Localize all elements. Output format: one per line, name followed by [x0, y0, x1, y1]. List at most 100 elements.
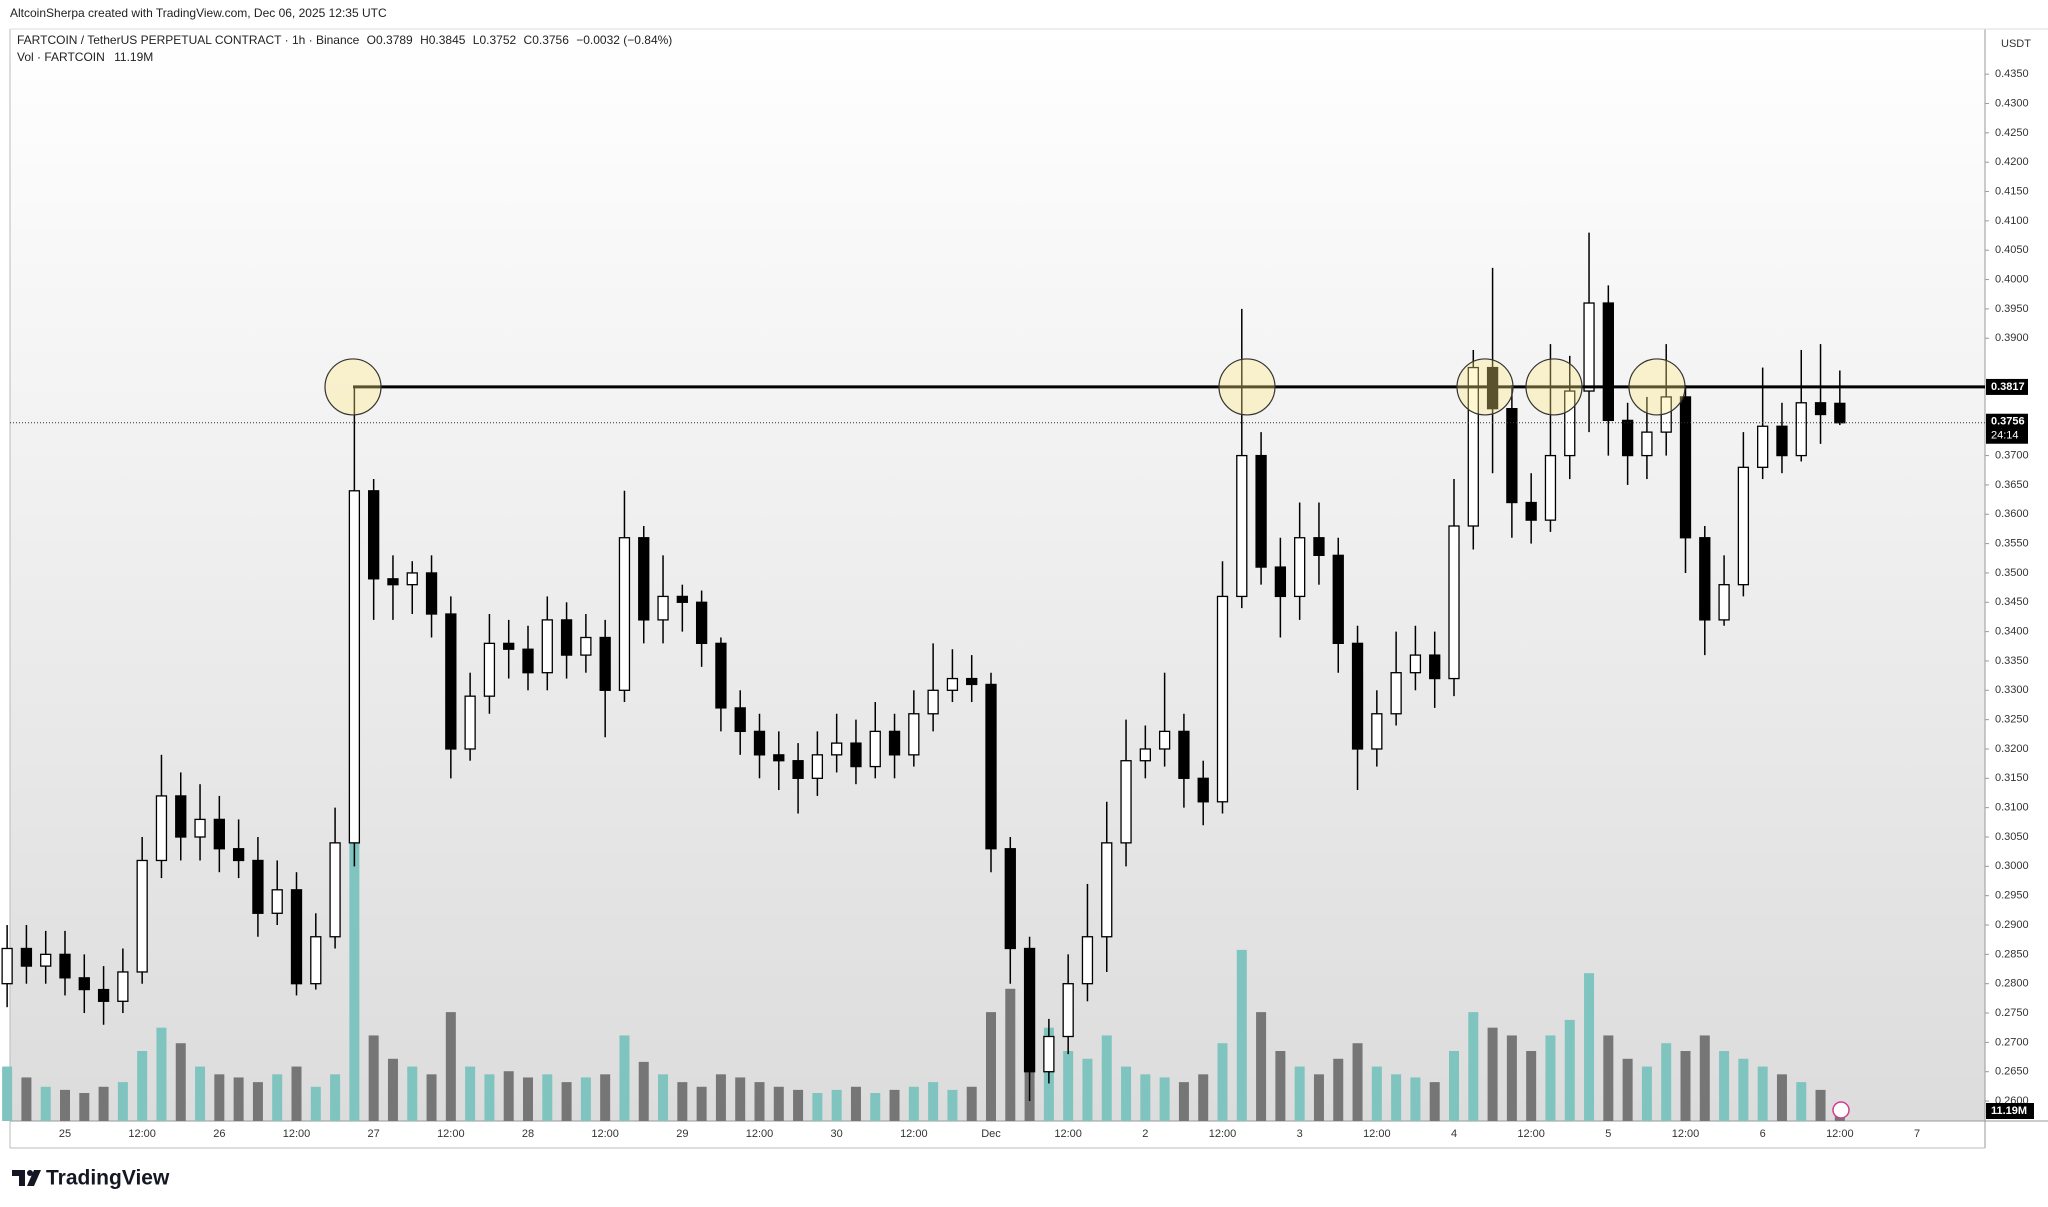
candle-body — [40, 953, 52, 967]
candle-body — [1564, 390, 1576, 457]
x-tick-label: 12:00 — [591, 1128, 619, 1140]
volume-bar — [1487, 1027, 1498, 1121]
x-tick-label: 4 — [1451, 1128, 1457, 1140]
candle-body — [522, 648, 534, 674]
volume-bar — [137, 1051, 148, 1121]
close-value: 0.3756 — [532, 33, 569, 47]
volume-bar — [1217, 1043, 1228, 1121]
y-tick-label: 0.3400 — [1995, 626, 2029, 638]
watermark: AltcoinSherpa created with TradingView.c… — [10, 6, 387, 20]
volume-bar — [523, 1077, 533, 1121]
volume-bar — [715, 1074, 726, 1121]
candle-body — [1294, 537, 1306, 598]
volume-bar — [1140, 1074, 1151, 1121]
candle-body — [1158, 730, 1171, 750]
volume-bar — [735, 1077, 746, 1121]
y-tick-label: 0.3100 — [1995, 802, 2029, 814]
y-tick-label: 0.2650 — [1995, 1066, 2029, 1078]
x-tick-label: Dec — [981, 1128, 1001, 1140]
volume-bar — [966, 1086, 977, 1121]
candle-body — [850, 742, 862, 768]
candle-body — [387, 578, 399, 586]
x-tick-label: 28 — [522, 1128, 534, 1140]
open-label: O — [367, 33, 376, 47]
volume-bar — [1236, 949, 1247, 1121]
candle-body — [927, 689, 939, 715]
candles — [1, 232, 1846, 1102]
candle-body — [1409, 654, 1422, 674]
candle-body — [1120, 760, 1132, 844]
volume-bar — [2, 1066, 13, 1121]
volume-label: 11.19M — [1991, 1105, 2027, 1117]
candle-body — [1, 947, 13, 985]
candle-body — [1216, 595, 1229, 803]
volume-bar — [928, 1082, 939, 1121]
volume-bar — [272, 1074, 283, 1121]
volume-legend: Vol · FARTCOIN 11.19M — [17, 50, 153, 64]
volume-bar — [426, 1074, 437, 1121]
volume-bar — [600, 1074, 611, 1121]
volume-bar — [21, 1077, 32, 1121]
volume-bar — [812, 1093, 823, 1121]
candle-body — [1313, 537, 1325, 556]
x-tick-label: 26 — [213, 1128, 225, 1140]
candle-body — [97, 988, 110, 1002]
x-tick-label: 12:00 — [128, 1128, 156, 1140]
volume-bar — [291, 1066, 302, 1121]
candle-body — [464, 695, 476, 750]
volume-bar — [793, 1089, 804, 1121]
volume-bar — [870, 1093, 881, 1121]
close-label: C — [524, 33, 533, 47]
high-value: 0.3845 — [429, 33, 466, 47]
open-value: 0.3789 — [376, 33, 413, 47]
x-tick-label: 12:00 — [1363, 1128, 1391, 1140]
volume-bar — [1082, 1058, 1093, 1121]
volume-bar — [214, 1074, 225, 1121]
candle-body — [310, 936, 322, 985]
candle-body — [1351, 642, 1364, 750]
volume-bar — [310, 1086, 321, 1121]
candle-body — [1004, 848, 1016, 950]
volume-legend-value: 11.19M — [114, 50, 153, 64]
x-tick-label: 2 — [1142, 1128, 1148, 1140]
x-tick-label: 12:00 — [437, 1128, 465, 1140]
volume-bar — [98, 1086, 109, 1121]
logo-mark — [12, 1170, 41, 1186]
x-tick-label: 30 — [831, 1128, 843, 1140]
x-tick-label: 12:00 — [1672, 1128, 1700, 1140]
volume-bar — [79, 1093, 90, 1121]
candle-body — [695, 601, 708, 645]
candle-body — [1737, 466, 1750, 586]
candle-body — [599, 636, 611, 691]
volume-bar — [368, 1035, 379, 1121]
candle-body — [213, 818, 225, 850]
candle-body — [1043, 1035, 1055, 1073]
x-tick-label: 3 — [1297, 1128, 1303, 1140]
volume-bar — [1796, 1082, 1807, 1121]
volume-bar — [1313, 1074, 1324, 1121]
candle-body — [541, 619, 553, 674]
volume-bar — [1584, 973, 1595, 1121]
volume-bar — [677, 1082, 688, 1121]
x-tick-label: 12:00 — [283, 1128, 311, 1140]
candle-body — [1506, 407, 1518, 504]
volume-bar — [1757, 1066, 1768, 1121]
x-tick-label: 27 — [368, 1128, 380, 1140]
countdown: 24:14 — [1991, 430, 2019, 442]
volume-bar — [908, 1086, 919, 1121]
volume-bar — [1333, 1058, 1344, 1121]
volume-bar — [1063, 1051, 1074, 1121]
volume-bar — [773, 1086, 784, 1121]
y-tick-label: 0.3250 — [1995, 714, 2029, 726]
candle-body — [1621, 419, 1634, 457]
candle-body — [1429, 654, 1441, 680]
volume-bar — [1352, 1043, 1363, 1121]
candle-body — [966, 677, 978, 686]
candle-body — [117, 971, 129, 1002]
volume-bar — [1526, 1051, 1537, 1121]
y-tick-label: 0.4150 — [1995, 185, 2029, 197]
candle-body — [1274, 566, 1287, 598]
volume-bar — [1603, 1035, 1614, 1121]
